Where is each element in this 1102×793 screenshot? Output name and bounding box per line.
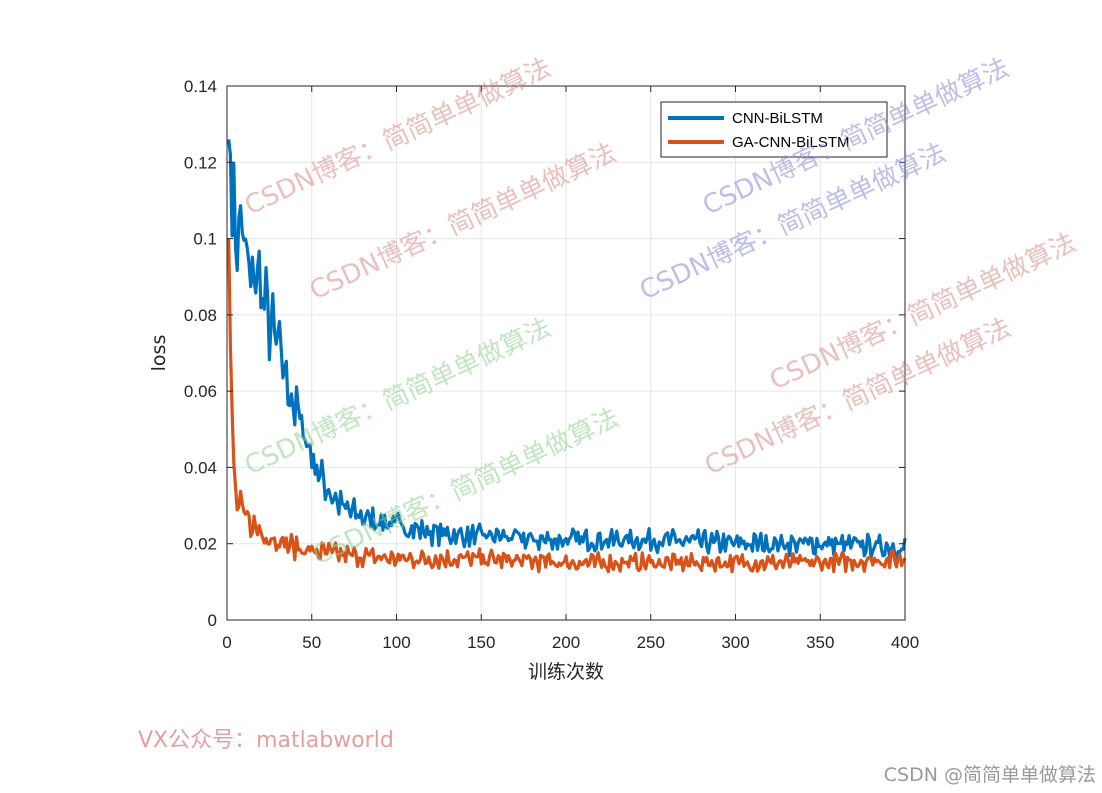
y-tick-label: 0.08 [184,306,217,325]
x-tick-label: 300 [721,633,749,652]
y-tick-label: 0 [208,611,217,630]
y-tick-label: 0.14 [184,77,217,96]
x-tick-label: 400 [891,633,919,652]
legend-label-cnn-bilstm: CNN-BiLSTM [732,110,823,127]
series-line-cnn-bilstm [227,139,907,560]
y-tick-label: 0.02 [184,535,217,554]
y-tick-label: 0.04 [184,458,217,477]
ticks [226,85,906,621]
x-tick-label: 0 [222,633,231,652]
series-line-ga-cnn-bilstm [227,238,907,574]
y-tick-label: 0.1 [193,230,217,249]
footer-wechat-text: VX公众号：matlabworld [138,728,394,753]
legend-label-ga-cnn-bilstm: GA-CNN-BiLSTM [732,134,850,151]
x-tick-label: 50 [302,633,321,652]
x-axis-label: 训练次数 [528,661,604,683]
y-axis-label: loss [148,335,170,372]
y-tick-label: 0.12 [184,153,217,172]
footer-csdn-credit: CSDN @简简单单做算法 [883,764,1096,786]
x-tick-label: 200 [552,633,580,652]
x-tick-label: 350 [806,633,834,652]
x-tick-label: 150 [467,633,495,652]
y-tick-label: 0.06 [184,382,217,401]
legend: CNN-BiLSTM GA-CNN-BiLSTM [660,101,888,158]
tick-labels: 0 50 100 150 200 250 300 350 400 0 0.02 0.04 0.06 0.0… [184,77,919,652]
legend-box [660,101,888,158]
series-layer [227,139,907,574]
x-tick-label: 100 [382,633,410,652]
x-tick-label: 250 [637,633,665,652]
